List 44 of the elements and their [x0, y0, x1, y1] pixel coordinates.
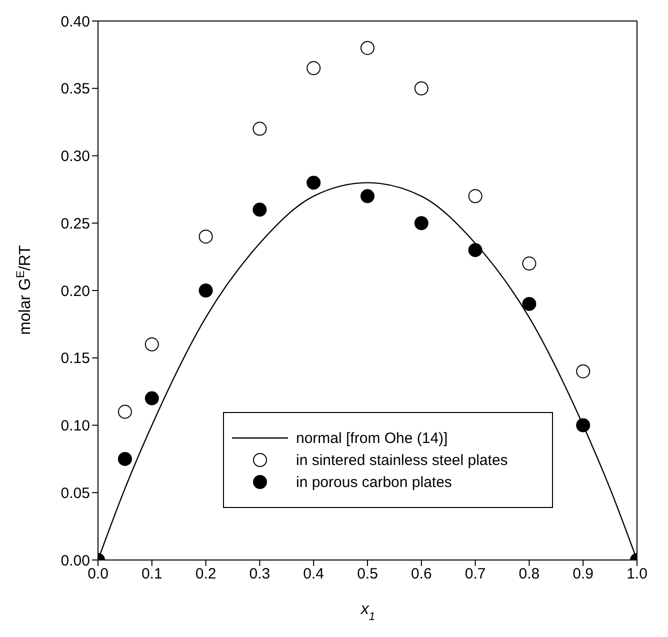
- point: [522, 256, 536, 271]
- point: [576, 364, 590, 378]
- point: [306, 61, 321, 76]
- legend-label: in porous carbon plates: [296, 474, 452, 490]
- point: [522, 296, 536, 311]
- point: [118, 452, 132, 466]
- y-tick-label: 0.10: [60, 418, 90, 435]
- point: [144, 391, 159, 406]
- x-tick-label: 0.5: [357, 566, 378, 583]
- legend-label: normal [from Ohe (14)]: [296, 430, 448, 446]
- x-tick-label: 0.6: [410, 566, 432, 583]
- y-tick-label: 0.25: [60, 215, 90, 232]
- y-tick-label: 0.05: [60, 484, 90, 502]
- x-tick-label: 0.2: [195, 566, 216, 583]
- point: [144, 337, 159, 352]
- x-tick-label: 0.4: [303, 566, 324, 583]
- point: [198, 230, 213, 244]
- x-tick-label: 0.3: [249, 566, 270, 583]
- x-tick-label: 0.9: [572, 566, 594, 583]
- point: [360, 40, 374, 55]
- x-tick-label: 0.1: [141, 566, 162, 583]
- point: [414, 216, 428, 230]
- point: [252, 122, 267, 136]
- y-tick-label: 0.15: [60, 350, 90, 368]
- point: [198, 284, 213, 298]
- y-tick-label: 0.20: [60, 282, 90, 300]
- point: [576, 418, 590, 432]
- point: [360, 189, 374, 204]
- x-tick-label: 0.0: [88, 566, 108, 583]
- y-tick-label: 0.30: [60, 148, 90, 166]
- x-tick-label: 0.7: [464, 566, 486, 583]
- y-tick-label: 0.35: [60, 80, 90, 98]
- x-tick-label: 1.0: [626, 566, 648, 583]
- point: [252, 202, 267, 217]
- point: [118, 404, 132, 419]
- y-tick-label: 0.00: [60, 552, 90, 570]
- point: [414, 81, 428, 96]
- x-axis-title: x$_{1}$: [360, 601, 376, 623]
- y-tick-label: 0.40: [60, 13, 90, 30]
- point: [468, 243, 482, 258]
- x-tick-label: 0.8: [518, 566, 540, 583]
- point: [468, 189, 482, 204]
- point: [306, 176, 321, 190]
- legend-label: in sintered stainless steel plates: [296, 452, 508, 468]
